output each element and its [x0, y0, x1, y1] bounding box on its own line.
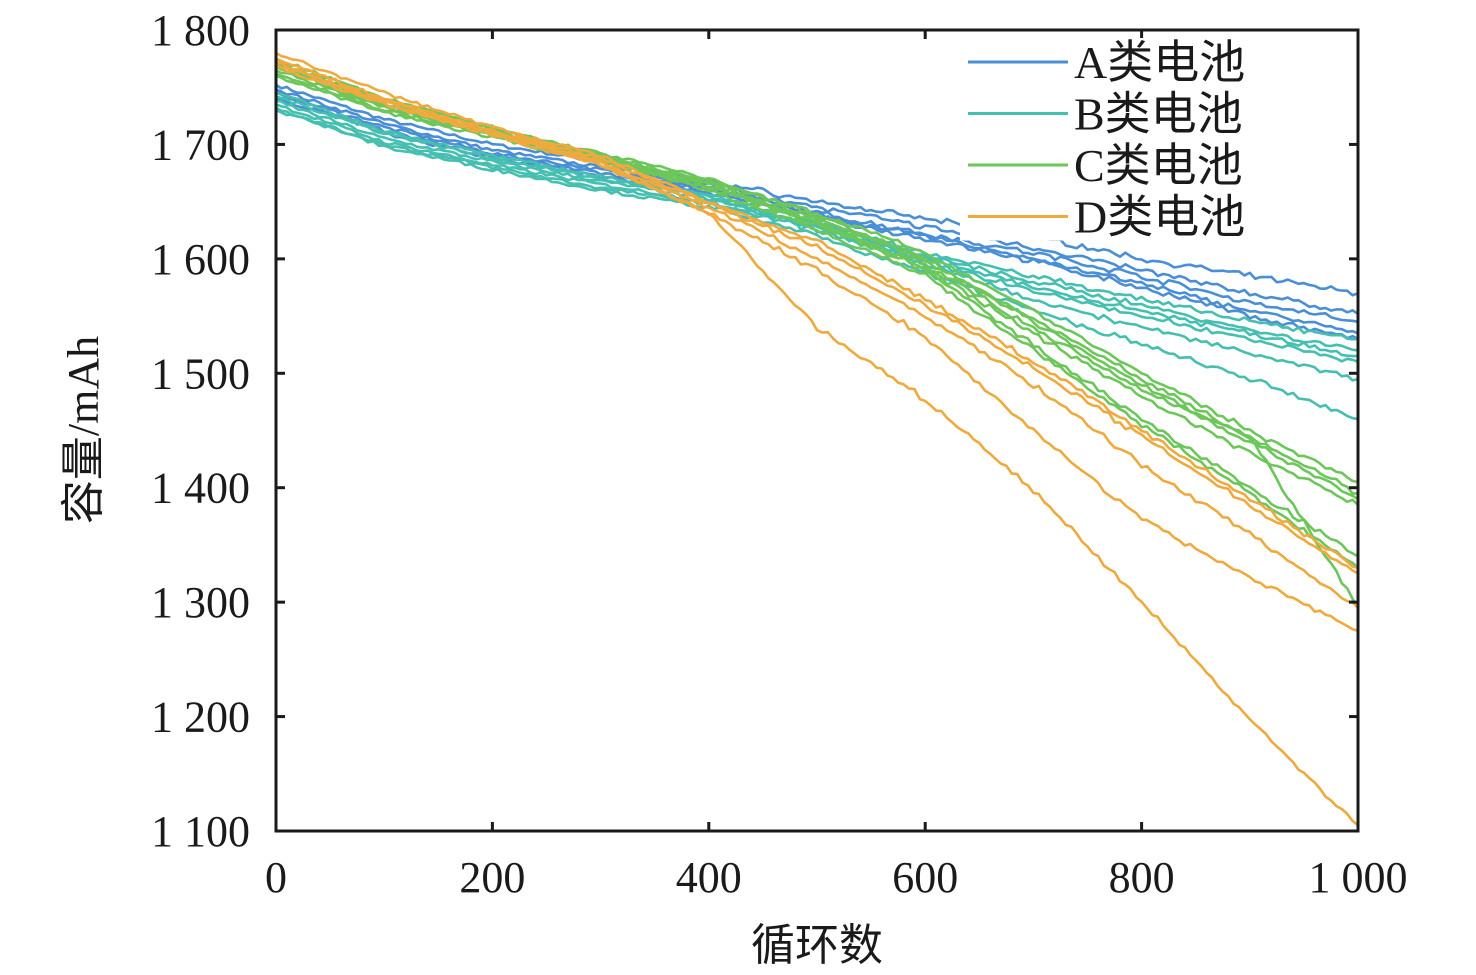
y-tick-label: 1 600	[151, 235, 250, 284]
plot-frame	[274, 28, 1360, 833]
series-line-d-4	[275, 65, 1359, 633]
series-line-a-3	[275, 91, 1359, 324]
series-line-d-1	[275, 51, 1359, 570]
series-line-d-5	[275, 60, 1359, 827]
x-tick-label: 1 000	[1309, 853, 1408, 902]
legend-label: B类电池	[1074, 89, 1243, 140]
x-tick-label: 800	[1109, 853, 1175, 902]
series-line-c-4	[275, 74, 1359, 506]
series-line-a-1	[275, 83, 1359, 297]
ticks-layer: 0 200 400 600 800 1 000 1 100 1 200 1 300 1 400 1 …	[151, 6, 1408, 902]
series-line-b-6	[275, 106, 1359, 421]
x-axis-label: 循环数	[751, 921, 883, 970]
y-tick-label: 1 100	[151, 807, 250, 856]
x-tick-label: 600	[892, 853, 958, 902]
x-tick-label: 200	[459, 853, 525, 902]
legend-label: C类电池	[1074, 140, 1243, 191]
series-line-b-5	[275, 91, 1359, 382]
legend-label: D类电池	[1074, 192, 1245, 243]
legend-label: A类电池	[1074, 37, 1245, 88]
series-layer	[275, 51, 1360, 827]
y-tick-label: 1 400	[151, 464, 250, 513]
y-tick-label: 1 700	[151, 120, 250, 169]
y-tick-label: 1 800	[151, 6, 250, 55]
x-tick-label: 0	[265, 853, 287, 902]
x-tick-label: 400	[676, 853, 742, 902]
y-tick-label: 1 300	[151, 578, 250, 627]
series-line-d-2	[275, 57, 1359, 575]
y-axis-label: 容量/mAh	[59, 336, 108, 524]
y-tick-label: 1 200	[151, 693, 250, 742]
y-tick-label: 1 500	[151, 349, 250, 398]
series-line-b-4	[275, 108, 1359, 364]
series-line-a-2	[275, 88, 1359, 315]
series-line-c-7	[275, 57, 1360, 609]
